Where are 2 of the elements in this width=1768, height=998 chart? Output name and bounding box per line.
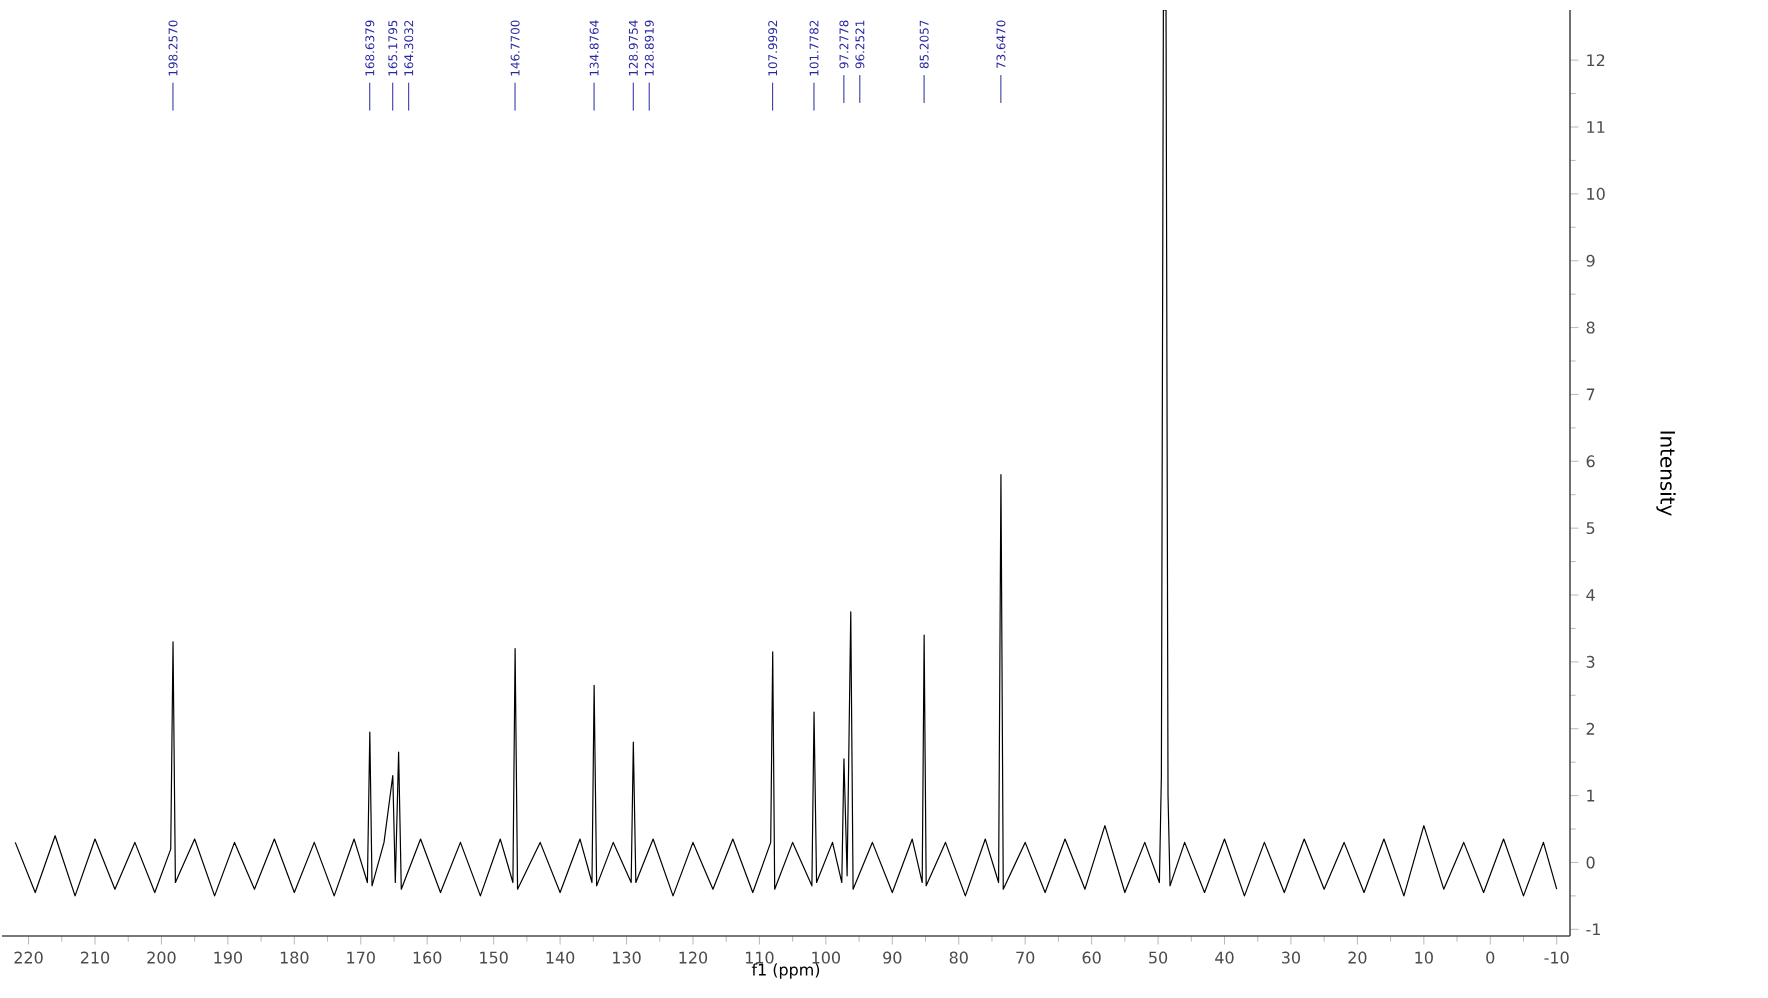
line-series	[14, 9, 1558, 897]
y-axis-title: Intensity	[1656, 431, 1676, 516]
